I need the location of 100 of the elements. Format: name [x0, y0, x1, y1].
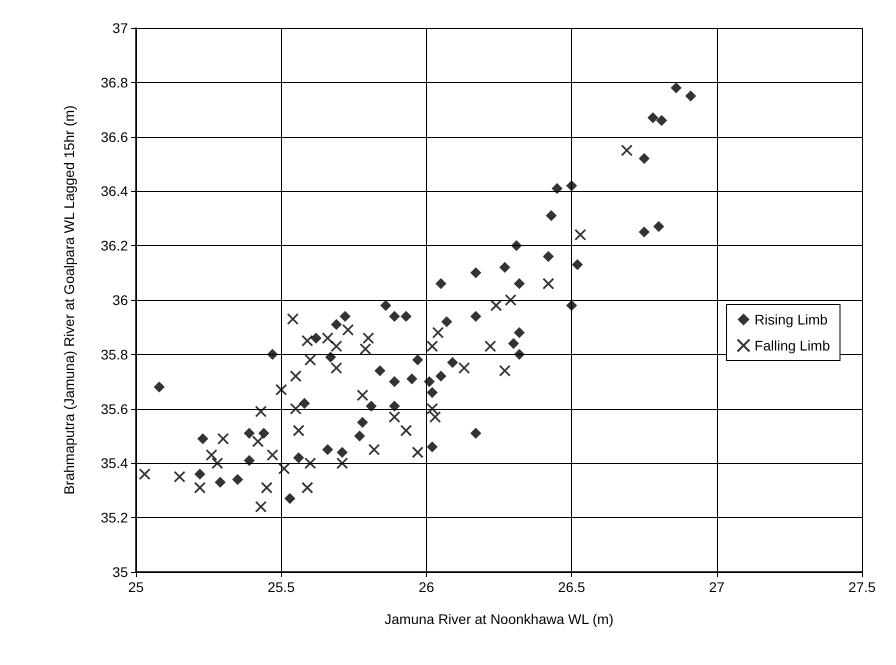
legend-label: Falling Limb — [754, 338, 830, 354]
point — [566, 180, 578, 192]
point — [388, 376, 400, 388]
point — [620, 144, 633, 156]
point — [194, 482, 206, 494]
point — [426, 340, 438, 352]
point — [301, 334, 314, 347]
point — [293, 452, 304, 464]
point — [670, 82, 682, 94]
point — [426, 441, 438, 452]
point — [638, 153, 650, 164]
y-tick-label: 35.4 — [100, 455, 128, 472]
point — [432, 326, 444, 339]
point — [685, 90, 696, 102]
point — [290, 370, 302, 382]
point — [656, 114, 668, 126]
point — [424, 376, 435, 388]
y-tick-label: 36.4 — [100, 183, 128, 200]
point — [174, 470, 186, 483]
point — [211, 457, 224, 470]
point — [542, 278, 554, 290]
point — [206, 449, 218, 461]
y-tick-label: 35.8 — [100, 346, 128, 362]
point — [380, 300, 392, 311]
point — [266, 348, 278, 360]
point — [254, 406, 267, 418]
point — [653, 221, 664, 232]
point — [252, 436, 264, 448]
point — [406, 373, 418, 384]
point — [470, 310, 482, 322]
point — [298, 398, 310, 409]
point — [325, 352, 336, 363]
point — [244, 428, 255, 439]
y-tick-label: 36.2 — [100, 238, 128, 254]
point — [301, 482, 314, 494]
x-tick-label: 25.5 — [268, 579, 296, 595]
point — [514, 327, 525, 338]
point — [647, 112, 658, 124]
y-axis-title: Brahmaputra (Jamuna) River at Goalpara WL Lagged 15hr (m) — [61, 105, 77, 495]
point — [154, 382, 165, 393]
y-tick-label: 35 — [112, 564, 128, 580]
point — [290, 402, 302, 415]
point — [447, 357, 458, 368]
point — [197, 433, 208, 444]
point — [484, 340, 496, 352]
point — [286, 313, 299, 325]
x-tick-label: 26.5 — [558, 579, 586, 595]
point — [330, 362, 342, 374]
point — [310, 332, 322, 344]
y-tick-label: 35.2 — [100, 510, 128, 526]
y-tick-label: 37 — [112, 20, 128, 36]
point — [366, 400, 377, 412]
point — [275, 384, 288, 396]
point — [304, 354, 316, 366]
legend-label: Rising Limb — [754, 312, 828, 328]
point — [368, 444, 380, 456]
point — [322, 332, 334, 344]
point — [354, 430, 366, 442]
point — [254, 500, 267, 513]
point — [566, 300, 578, 311]
point — [260, 482, 273, 494]
point — [388, 411, 400, 423]
point — [412, 446, 424, 458]
point — [214, 476, 226, 488]
point — [546, 210, 557, 222]
point — [499, 262, 510, 273]
point — [194, 468, 206, 480]
point — [514, 278, 525, 290]
point — [258, 428, 270, 439]
point — [244, 454, 255, 466]
point — [292, 424, 305, 436]
x-tick-label: 25 — [128, 579, 144, 595]
y-tick-label: 36.6 — [100, 128, 128, 145]
point — [342, 324, 354, 336]
point — [510, 240, 522, 252]
point — [336, 457, 348, 470]
point — [435, 278, 446, 290]
point — [441, 316, 452, 328]
point — [542, 250, 554, 262]
point — [322, 444, 334, 456]
x-tick-label: 27 — [709, 579, 725, 595]
point — [278, 462, 290, 475]
point — [388, 310, 400, 322]
point — [400, 424, 412, 436]
point — [412, 354, 424, 366]
point — [330, 340, 342, 352]
x-axis-title: Jamuna River at Noonkhawa WL (m) — [384, 611, 614, 627]
point — [232, 474, 244, 486]
y-tick-label: 36 — [112, 292, 128, 308]
point — [458, 362, 470, 374]
point — [470, 267, 482, 278]
point — [470, 428, 482, 439]
point — [574, 228, 586, 241]
point — [498, 364, 511, 377]
point — [638, 226, 650, 238]
point — [357, 416, 368, 428]
point — [426, 386, 438, 398]
point — [336, 446, 348, 458]
point — [374, 365, 386, 376]
point — [284, 493, 296, 504]
